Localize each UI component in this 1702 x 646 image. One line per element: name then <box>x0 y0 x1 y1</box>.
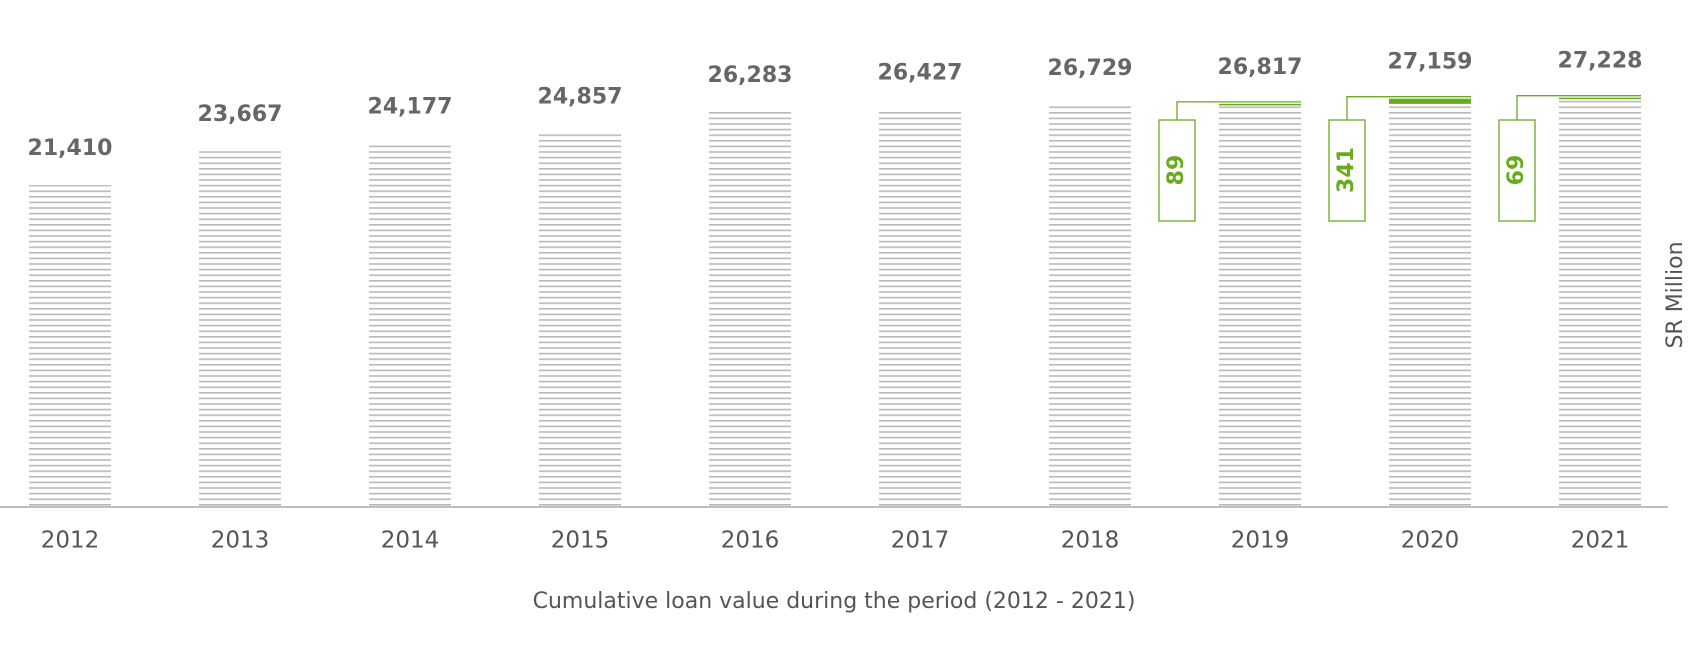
value-label: 21,410 <box>28 136 113 161</box>
x-tick-label: 2015 <box>551 528 610 554</box>
increment-bracket <box>1516 95 1641 120</box>
bar <box>1389 98 1471 507</box>
value-label: 24,177 <box>368 95 453 120</box>
increment-label: 89 <box>1164 155 1189 186</box>
increment-bar <box>1219 103 1301 106</box>
bar <box>1559 97 1641 508</box>
x-tick-label: 2016 <box>721 528 780 554</box>
increment-bar <box>1389 98 1471 104</box>
value-label: 24,857 <box>538 84 623 109</box>
increment-label: 69 <box>1504 155 1529 186</box>
value-label: 27,159 <box>1388 50 1473 75</box>
increment-bar <box>1559 97 1641 100</box>
bar <box>709 111 791 507</box>
value-label: 26,817 <box>1218 55 1303 80</box>
increment-box <box>1328 119 1366 222</box>
x-tick-label: 2012 <box>41 528 100 554</box>
increment-bracket <box>1176 101 1301 120</box>
unit-label: SR Million <box>1663 241 1688 348</box>
value-label: 26,729 <box>1048 56 1133 81</box>
x-tick-label: 2020 <box>1401 528 1460 554</box>
increment-bracket <box>1346 96 1471 120</box>
increment-label: 341 <box>1334 147 1359 193</box>
bar <box>369 143 451 507</box>
increment-box <box>1498 119 1536 222</box>
value-label: 26,283 <box>708 63 793 88</box>
bar <box>879 109 961 507</box>
x-tick-label: 2013 <box>211 528 270 554</box>
value-label: 26,427 <box>878 61 963 86</box>
x-tick-label: 2021 <box>1571 528 1630 554</box>
x-tick-label: 2017 <box>891 528 950 554</box>
bar <box>1049 105 1131 507</box>
value-label: 27,228 <box>1558 49 1643 74</box>
increment-box <box>1158 119 1196 222</box>
bar <box>539 133 621 507</box>
x-tick-label: 2014 <box>381 528 440 554</box>
x-axis-label: Cumulative loan value during the period … <box>533 589 1136 614</box>
x-tick-label: 2018 <box>1061 528 1120 554</box>
bar <box>29 185 111 507</box>
value-label: 23,667 <box>198 102 283 127</box>
bar <box>1219 103 1301 507</box>
x-tick-label: 2019 <box>1231 528 1290 554</box>
bar <box>199 151 281 507</box>
